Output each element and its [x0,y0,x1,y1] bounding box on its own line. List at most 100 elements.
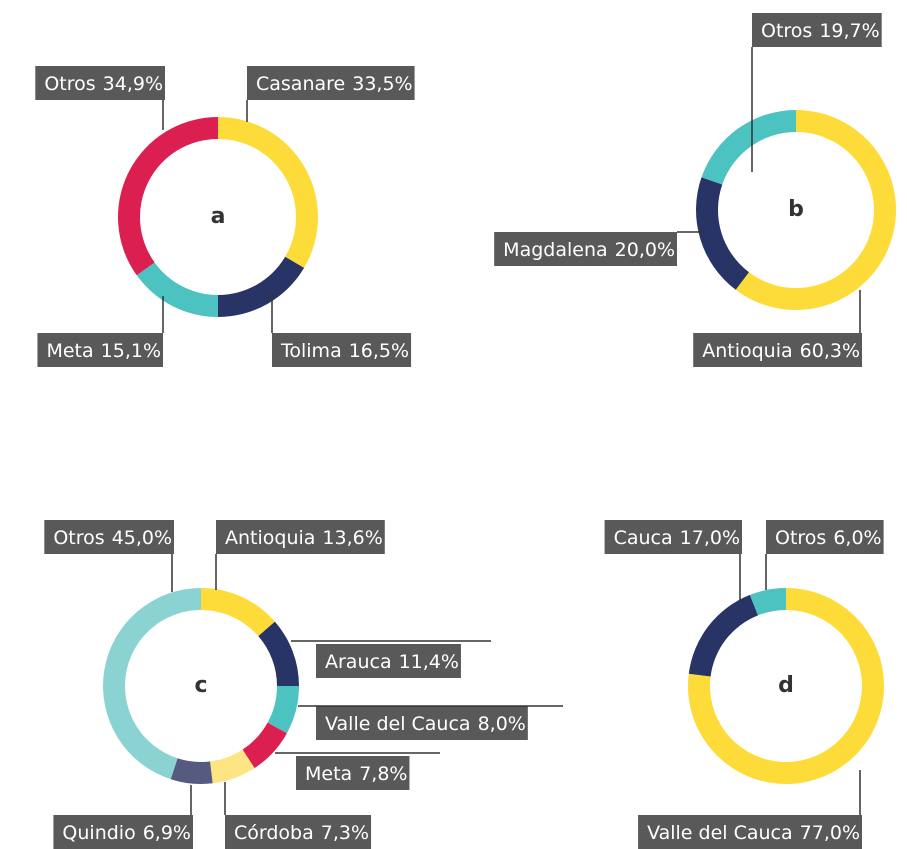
label-text: Tolima 16,5% [280,340,409,362]
label-box [44,520,174,554]
chart-title: c [194,673,207,698]
label-value: 20,0% [615,239,675,261]
label-text: Otros 45,0% [53,527,172,549]
label-value: 7,3% [321,822,369,844]
label-text: Otros 34,9% [44,73,163,95]
label-value: 77,0% [800,822,860,844]
label-box [53,815,193,849]
label-box [752,13,882,47]
label-box [247,66,415,100]
label-text: Antioquia 13,6% [225,527,383,549]
label-text: Antioquia 60,3% [702,340,860,362]
label-text: Valle del Cauca 77,0% [647,822,860,844]
label-text: Meta 15,1% [46,340,161,362]
segment-label: Antioquia 60,3% [693,333,862,367]
label-text: Valle del Cauca 8,0% [325,713,526,735]
donut-segment [201,588,275,637]
label-category: Magdalena [503,239,607,261]
label-value: 7,8% [359,763,407,785]
label-text: Cauca 17,0% [614,527,740,549]
label-box [604,520,742,554]
segment-label: Arauca 11,4% [316,644,461,678]
label-category: Arauca [325,651,392,673]
label-box [693,333,862,367]
segment-label: Tolima 16,5% [272,333,412,367]
donut-segment [749,588,786,616]
segment-label: Otros 6,0% [766,520,884,554]
segment-label: Casanare 33,5% [247,66,415,100]
donut-segment [103,588,201,780]
label-category: Meta [46,340,93,362]
donut-segment [136,262,218,317]
segment-label: Cauca 17,0% [604,520,742,554]
chart-title: a [211,204,226,229]
donut-segment [267,686,299,734]
label-text: Casanare 33,5% [256,73,413,95]
donut-segment [688,594,759,677]
label-box [296,756,410,790]
label-box [216,520,385,554]
segment-label: Otros 19,7% [752,13,882,47]
label-box [638,815,862,849]
label-box [37,333,163,367]
label-value: 19,7% [819,20,879,42]
label-value: 6,0% [833,527,881,549]
donut-segment [218,117,319,268]
label-category: Córdoba [234,822,314,844]
label-value: 45,0% [112,527,172,549]
label-value: 17,0% [680,527,740,549]
label-box [494,232,677,266]
donut-segment [242,722,287,769]
label-box [35,66,165,100]
label-box [766,520,884,554]
label-value: 11,4% [399,651,459,673]
label-text: Córdoba 7,3% [234,822,369,844]
label-category: Tolima [280,340,342,362]
donut-segment [258,621,299,686]
label-value: 33,5% [352,73,412,95]
label-category: Antioquia [225,527,315,549]
label-category: Otros [53,527,104,549]
segment-label: Otros 34,9% [35,66,165,100]
donut-segment [210,749,255,784]
label-category: Otros [44,73,95,95]
donut-segment [170,758,213,784]
label-text: Quindio 6,9% [62,822,191,844]
segment-label: Córdoba 7,3% [225,815,372,849]
label-value: 60,3% [800,340,860,362]
label-text: Arauca 11,4% [325,651,459,673]
label-value: 34,9% [103,73,163,95]
label-value: 13,6% [322,527,382,549]
label-category: Cauca [614,527,673,549]
segment-label: Quindio 6,9% [53,815,193,849]
label-text: Magdalena 20,0% [503,239,675,261]
donut-segment [118,117,218,276]
label-value: 16,5% [349,340,409,362]
label-value: 8,0% [478,713,526,735]
chart-title: b [788,197,804,222]
label-box [225,815,372,849]
label-category: Otros [775,527,826,549]
label-category: Valle del Cauca [647,822,793,844]
donut-segment [735,110,896,310]
segment-label: Antioquia 13,6% [216,520,385,554]
segment-label: Otros 45,0% [44,520,174,554]
label-category: Casanare [256,73,345,95]
donut-segment [218,256,305,317]
chart-title: d [778,673,794,698]
segment-label: Meta 7,8% [296,756,410,790]
label-category: Quindio [62,822,135,844]
label-box [272,333,412,367]
label-box [316,706,528,740]
segment-label: Meta 15,1% [37,333,163,367]
label-text: Meta 7,8% [305,763,407,785]
label-category: Antioquia [702,340,792,362]
label-category: Meta [305,763,352,785]
donut-segment [701,110,796,185]
label-box [316,644,461,678]
label-category: Otros [761,20,812,42]
segment-label: Valle del Cauca 77,0% [638,815,862,849]
donut-segment [695,177,749,290]
label-text: Otros 19,7% [761,20,880,42]
